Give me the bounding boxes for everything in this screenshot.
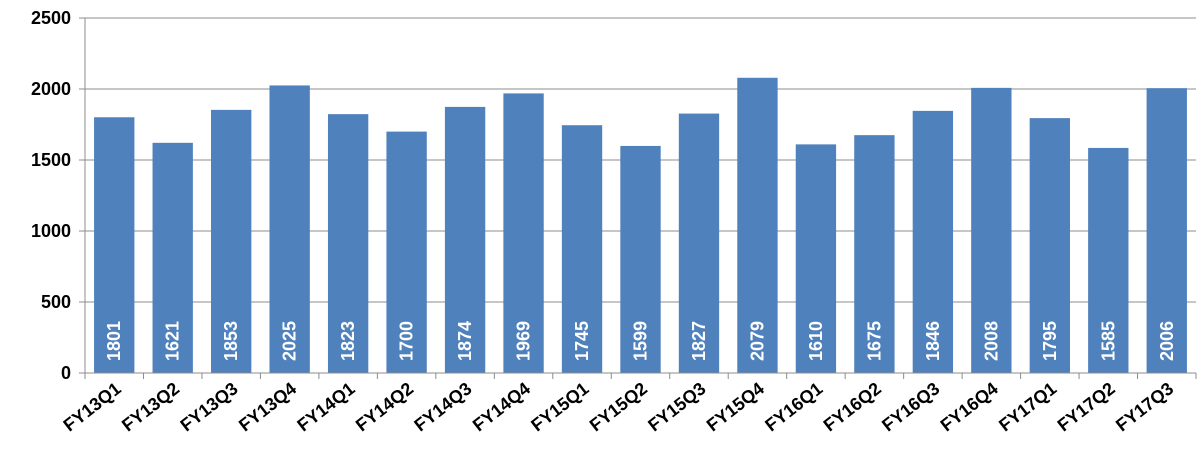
y-tick-label: 2500 xyxy=(31,8,71,28)
y-tick-label: 1000 xyxy=(31,221,71,241)
bar xyxy=(561,125,603,374)
bar xyxy=(503,93,544,373)
axes xyxy=(79,17,1197,379)
bar xyxy=(94,117,135,374)
x-tick-label: FY17Q1 xyxy=(995,378,1060,435)
x-tick-label: FY14Q1 xyxy=(293,378,358,435)
x-tick-label: FY13Q2 xyxy=(118,378,183,435)
data-label: 1827 xyxy=(689,321,709,361)
x-tick-label: FY16Q1 xyxy=(761,378,826,435)
bar xyxy=(386,131,427,373)
x-tick-label: FY14Q3 xyxy=(410,378,475,435)
bar xyxy=(1029,118,1070,373)
data-label: 1610 xyxy=(806,321,826,361)
x-tick-label: FY15Q1 xyxy=(527,378,592,435)
x-tick-label: FY13Q1 xyxy=(60,378,125,435)
x-axis-tick-labels: FY13Q1FY13Q2FY13Q3FY13Q4FY14Q1FY14Q2FY14… xyxy=(60,378,1178,435)
x-tick-label: FY17Q3 xyxy=(1112,378,1177,435)
y-axis-tick-labels: 0 500 1000 1500 2000 2500 xyxy=(31,8,71,383)
x-tick-label: FY13Q3 xyxy=(176,378,241,435)
y-tick-label: 2000 xyxy=(31,79,71,99)
x-tick-label: FY16Q3 xyxy=(878,378,943,435)
data-label: 1801 xyxy=(104,321,124,361)
data-label: 1585 xyxy=(1098,321,1118,361)
bar xyxy=(620,145,661,373)
bar xyxy=(327,114,369,373)
x-tick-label: FY13Q4 xyxy=(235,378,300,435)
bar xyxy=(444,106,486,373)
bar xyxy=(1088,147,1129,373)
bars xyxy=(94,77,1187,374)
data-label: 2025 xyxy=(280,321,300,361)
data-label: 1823 xyxy=(338,321,358,361)
x-tick-label: FY15Q4 xyxy=(703,378,768,435)
data-label: 1675 xyxy=(864,321,884,361)
data-label: 1700 xyxy=(397,321,417,361)
data-label: 1874 xyxy=(455,321,475,361)
bar xyxy=(795,144,837,373)
data-label: 1846 xyxy=(923,321,943,361)
data-labels: 1801 1621 1853 2025 1823 1700 1874 1969 1745 1599… xyxy=(104,321,1177,361)
bar xyxy=(211,109,252,374)
x-tick-label: FY14Q4 xyxy=(469,378,534,435)
bar xyxy=(678,113,720,373)
data-label: 1621 xyxy=(163,321,183,361)
bar xyxy=(854,135,895,373)
data-label: 1599 xyxy=(631,321,651,361)
x-tick-label: FY16Q4 xyxy=(937,378,1002,435)
x-tick-label: FY15Q2 xyxy=(586,378,651,435)
data-label: 1969 xyxy=(514,321,534,361)
data-label: 2079 xyxy=(747,321,767,361)
bar xyxy=(737,77,778,374)
bar xyxy=(269,85,310,373)
bar xyxy=(912,110,954,374)
bar xyxy=(971,87,1012,373)
data-label: 2008 xyxy=(981,321,1001,361)
data-label: 2006 xyxy=(1157,321,1177,361)
data-label: 1853 xyxy=(221,321,241,361)
bar xyxy=(152,142,193,373)
y-tick-label: 500 xyxy=(41,292,71,312)
bar xyxy=(1146,88,1187,373)
x-tick-label: FY15Q3 xyxy=(644,378,709,435)
x-tick-label: FY17Q2 xyxy=(1054,378,1119,435)
y-tick-label: 0 xyxy=(61,363,71,383)
x-tick-label: FY16Q2 xyxy=(820,378,885,435)
x-tick-label: FY14Q2 xyxy=(352,378,417,435)
y-tick-label: 1500 xyxy=(31,150,71,170)
data-label: 1745 xyxy=(572,321,592,361)
data-label: 1795 xyxy=(1040,321,1060,361)
